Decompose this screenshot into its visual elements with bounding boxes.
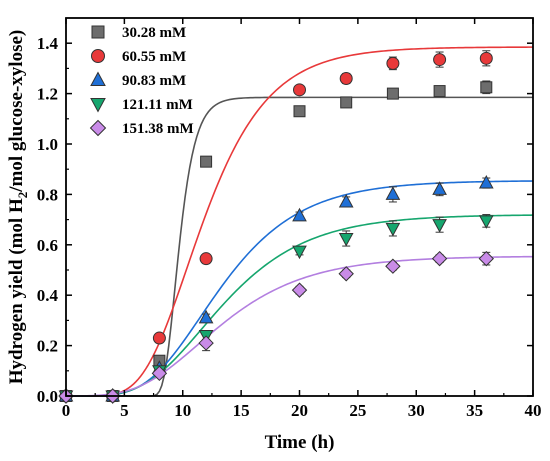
legend-marker-5	[89, 119, 107, 137]
x-tick-label: 5	[120, 401, 129, 420]
data-point-series-2	[199, 252, 213, 266]
data-point-series-1	[433, 85, 446, 98]
axis-ticks: 0 5 10 15 20 25 30 35 40 0.0 0.2 0.4 0.6 0.8 1.0 1.2 1.4	[37, 18, 542, 420]
legend-label-4: 121.11 mM	[122, 97, 193, 113]
data-point-series-5	[385, 258, 401, 274]
data-point-series-2	[386, 56, 400, 70]
y-tick-label: 1.0	[37, 135, 58, 154]
y-axis-title-rest: /mol glucose-xylose)	[6, 30, 27, 193]
y-tick-label: 0.6	[37, 236, 58, 255]
x-tick-label: 20	[291, 401, 308, 420]
legend-label-2: 60.55 mM	[122, 49, 186, 65]
data-points	[58, 51, 495, 405]
data-point-series-1	[480, 81, 493, 94]
legend-marker-3	[90, 71, 106, 86]
data-point-series-5	[338, 266, 354, 282]
legend-label-3: 90.83 mM	[122, 73, 186, 89]
x-tick-label: 30	[408, 401, 425, 420]
legend: 30.28 mM 60.55 mM 90.83 mM 121.11 mM 151.38 …	[89, 25, 194, 137]
y-tick-label: 0.0	[37, 387, 58, 406]
data-point-series-2	[293, 83, 306, 97]
x-tick-label: 35	[466, 401, 483, 420]
y-tick-label: 1.4	[37, 34, 59, 53]
data-point-series-3	[338, 193, 354, 208]
data-point-series-4	[478, 215, 494, 229]
y-tick-label: 0.4	[37, 286, 59, 305]
y-tick-label: 0.8	[37, 185, 58, 204]
data-point-series-2	[433, 53, 447, 67]
x-tick-label: 10	[174, 401, 191, 420]
data-point-series-3	[478, 175, 494, 189]
y-tick-label: 1.2	[37, 85, 58, 104]
data-point-series-5	[291, 282, 308, 298]
y-tick-label: 0.2	[37, 337, 58, 356]
data-point-series-1	[200, 155, 213, 168]
x-axis-title: Time (h)	[265, 432, 335, 453]
data-point-series-5	[198, 335, 214, 351]
fit-curve-4	[65, 214, 534, 397]
data-point-series-3	[198, 309, 214, 324]
x-tick-label: 25	[349, 401, 366, 420]
data-point-series-2	[339, 71, 353, 85]
data-point-series-1	[293, 105, 306, 118]
data-point-series-2	[152, 331, 166, 345]
x-tick-label: 0	[62, 401, 71, 420]
y-axis-title: Hydrogen yield (mol H2/mol glucose-xylos…	[6, 30, 30, 384]
data-point-series-5	[431, 250, 448, 267]
data-point-series-5	[478, 250, 495, 267]
data-point-series-2	[479, 51, 493, 65]
y-axis-title-main: Hydrogen yield (mol H	[6, 198, 27, 384]
data-point-series-5	[151, 365, 168, 382]
data-point-series-3	[292, 207, 307, 222]
x-tick-label: 40	[525, 401, 542, 420]
data-point-series-4	[432, 219, 447, 233]
data-point-series-3	[432, 181, 447, 195]
data-point-series-4	[338, 233, 354, 247]
data-point-series-4	[292, 245, 307, 260]
legend-marker-4	[90, 98, 106, 113]
legend-label-5: 151.38 mM	[122, 121, 194, 137]
data-point-series-3	[385, 186, 401, 200]
legend-marker-2	[91, 49, 105, 63]
data-point-series-1	[386, 87, 399, 100]
fit-curve-5	[65, 255, 534, 397]
legend-marker-1	[91, 25, 105, 39]
y-axis-title-subscript: 2	[15, 192, 30, 199]
data-point-series-4	[385, 222, 401, 237]
fit-curve-2	[66, 46, 533, 397]
data-point-series-1	[340, 96, 353, 109]
legend-label-1: 30.28 mM	[122, 25, 186, 41]
x-tick-label: 15	[233, 401, 250, 420]
